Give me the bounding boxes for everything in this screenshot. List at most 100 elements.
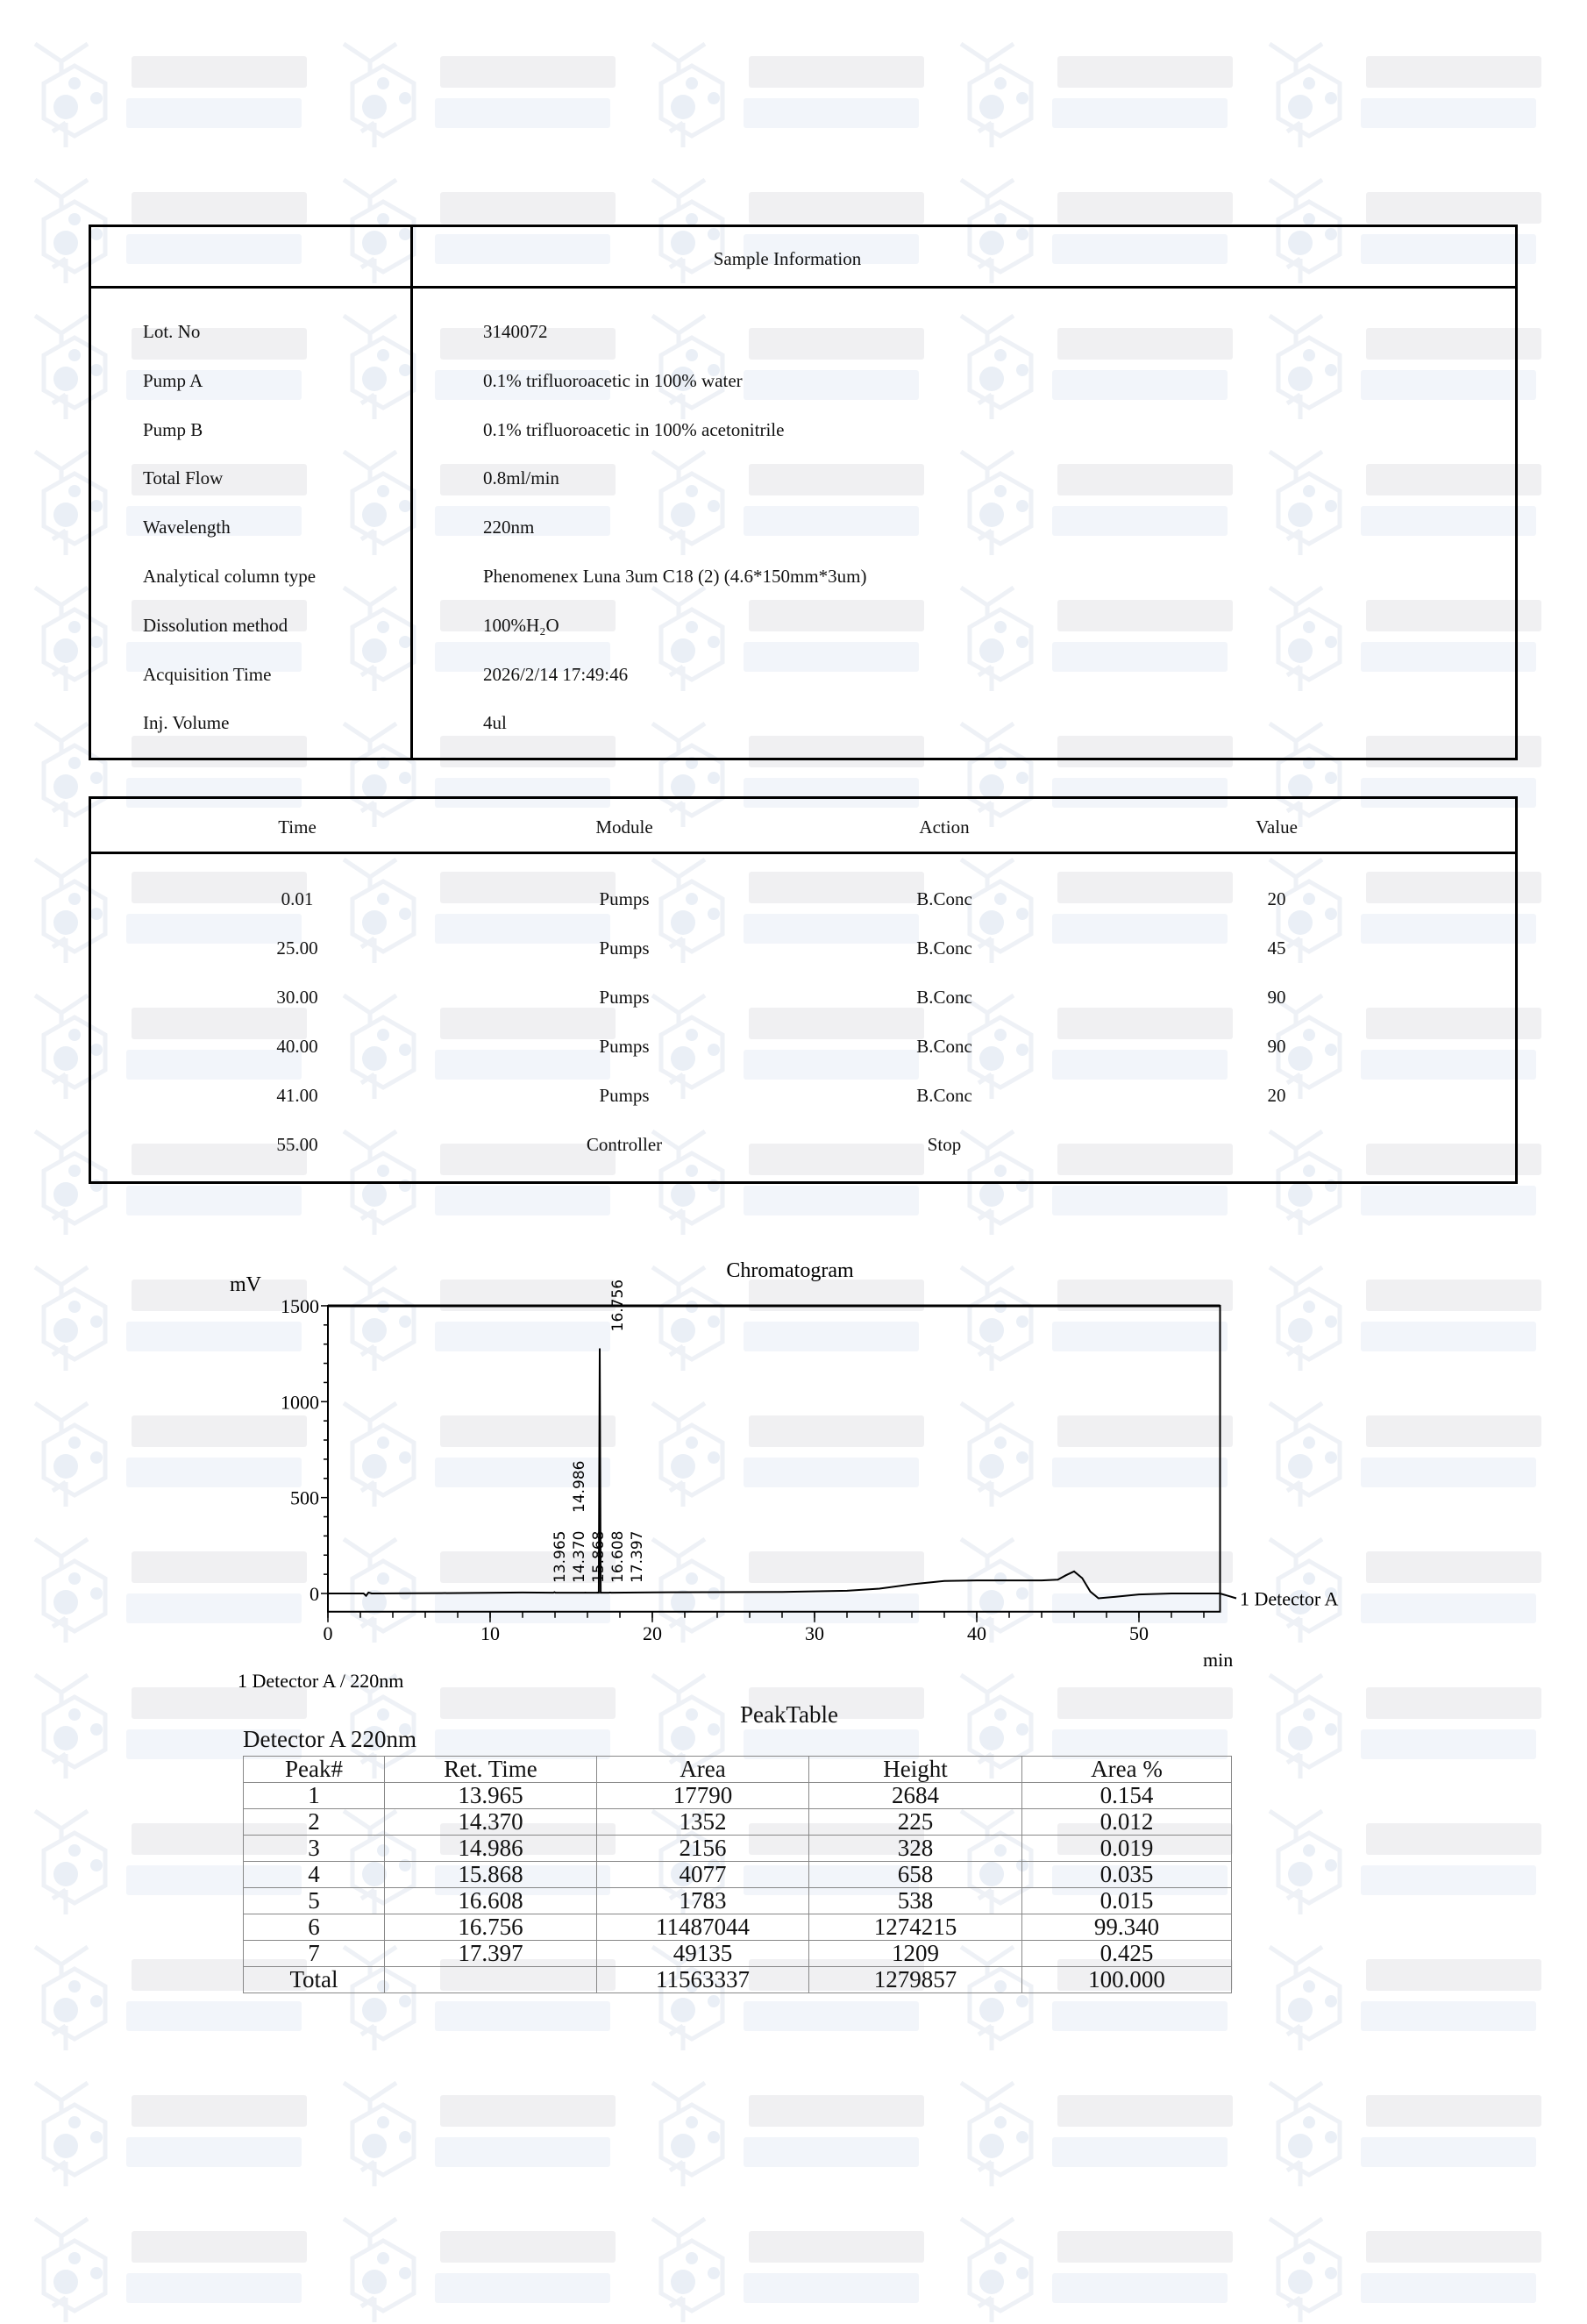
chromatogram-chart: Chromatogram mV 0 500 1000 1500 0 10 20 30 40 50 min… [230, 1259, 1339, 1692]
program-cell: 20 [1267, 1085, 1286, 1106]
program-header: Time [278, 816, 317, 838]
peak-table-cell: 1209 [808, 1940, 1022, 1967]
program-cell: Pumps [599, 1085, 650, 1106]
biotech-logo-icon [651, 2080, 924, 2186]
peak-table-cell: 1 [243, 1782, 385, 1809]
peak-table-cell: 5 [243, 1887, 385, 1914]
sample-info-label: Pump A [143, 369, 203, 391]
peak-table-cell: 0.154 [1021, 1782, 1232, 1809]
peak-table-row: 6 16.756 11487044 1274215 99.340 [243, 1914, 1232, 1941]
peak-table-cell: 658 [808, 1861, 1022, 1888]
program-cell: 40.00 [276, 1036, 318, 1057]
peak-table-cell: 328 [808, 1835, 1022, 1862]
biotech-logo-icon [651, 2216, 924, 2322]
peak-table-cell: 2684 [808, 1782, 1022, 1809]
sample-info-value: 0.1% trifluoroacetic in 100% acetonitril… [483, 418, 785, 440]
biotech-logo-icon [959, 2080, 1233, 2186]
peak-table-header-row: Peak# Ret. Time Area Height Area % [243, 1756, 1232, 1783]
program-header: Action [919, 816, 970, 838]
peak-table-cell: 0.425 [1021, 1940, 1232, 1967]
peak-table-cell: 49135 [596, 1940, 809, 1967]
peak-table-cell: 14.986 [384, 1835, 597, 1862]
peak-table-cell: 1352 [596, 1808, 809, 1836]
peak-table-cell: 0.019 [1021, 1835, 1232, 1862]
peak-table-subtitle: Detector A 220nm [243, 1726, 416, 1752]
program-cell: 20 [1267, 888, 1286, 909]
program-cell: 41.00 [276, 1085, 318, 1106]
peak-table-cell: 16.608 [384, 1887, 597, 1914]
peak-table-title: PeakTable [739, 1701, 839, 1728]
peak-label: 17.397 [629, 1531, 646, 1583]
biotech-logo-icon [342, 2080, 616, 2186]
x-tick-label: 10 [480, 1622, 500, 1644]
peak-label: 16.756 [609, 1280, 627, 1331]
peak-table-cell: 99.340 [1021, 1914, 1232, 1941]
program-cell: B.Conc [916, 1036, 972, 1057]
program-cell: 90 [1267, 987, 1286, 1008]
peak-label: 16.608 [609, 1531, 627, 1583]
watermark-tile [644, 2074, 942, 2188]
program-cell: Controller [586, 1134, 663, 1155]
y-tick-label: 0 [310, 1583, 319, 1605]
peak-table-cell: 6 [243, 1914, 385, 1941]
peak-table-total-cell: 1279857 [808, 1966, 1022, 1993]
peak-table-cell: 0.015 [1021, 1887, 1232, 1914]
program-cell: Pumps [599, 1036, 650, 1057]
watermark-tile [335, 35, 633, 149]
peak-table-row: 5 16.608 1783 538 0.015 [243, 1887, 1232, 1914]
peak-table-cell: 0.012 [1021, 1808, 1232, 1836]
sample-info-value: 4ul [483, 712, 507, 734]
x-tick-label: 30 [805, 1622, 824, 1644]
plot-frame [327, 1304, 1221, 1613]
peak-table-row: 3 14.986 2156 328 0.019 [243, 1835, 1232, 1862]
peak-table-cell: 7 [243, 1940, 385, 1967]
peak-label: 13.965 [552, 1531, 569, 1583]
peak-table-row: 1 13.965 17790 2684 0.154 [243, 1782, 1232, 1809]
peak-label: 14.370 [571, 1531, 588, 1583]
peak-table-cell: 16.756 [384, 1914, 597, 1941]
peak-table-header: Height [808, 1756, 1022, 1783]
peak-table-cell: 4 [243, 1861, 385, 1888]
program-header: Value [1256, 816, 1298, 838]
watermark-tile [335, 2210, 633, 2324]
watermark-tile [1261, 2210, 1559, 2324]
program-cell: Stop [927, 1134, 962, 1155]
peak-table-cell: 0.035 [1021, 1861, 1232, 1888]
peak-table-cell: 1783 [596, 1887, 809, 1914]
peak-table-cell: 2 [243, 1808, 385, 1836]
peak-table-total-cell: 100.000 [1021, 1966, 1232, 1993]
sample-info-label: Analytical column type [143, 566, 317, 587]
watermark-tile [952, 2074, 1250, 2188]
peak-table-total-cell [384, 1966, 597, 1993]
biotech-logo-icon [1268, 2080, 1541, 2186]
peak-table-row: 7 17.397 49135 1209 0.425 [243, 1940, 1232, 1967]
biotech-logo-icon [33, 41, 307, 147]
x-tick-label: 0 [324, 1622, 333, 1644]
biotech-logo-icon [1268, 1808, 1541, 1914]
chart-caption: 1 Detector A / 220nm [238, 1670, 403, 1692]
watermark-tile [952, 35, 1250, 149]
series-label: 1 Detector A [1240, 1587, 1339, 1609]
sample-info-value: 0.8ml/min [483, 467, 559, 489]
watermark-tile [26, 35, 324, 149]
watermark-tile [1261, 2074, 1559, 2188]
chromatogram-trace [328, 1348, 1237, 1600]
peak-table-total-cell: 11563337 [596, 1966, 809, 1993]
peak-label: 15.868 [590, 1531, 608, 1583]
peak-table-cell: 1274215 [808, 1914, 1022, 1941]
biotech-logo-icon [1268, 41, 1541, 147]
program-cell: B.Conc [916, 987, 972, 1008]
biotech-logo-icon [33, 2216, 307, 2322]
biotech-logo-icon [959, 41, 1233, 147]
watermark-tile [26, 2210, 324, 2324]
y-axis-label: mV [230, 1273, 262, 1296]
watermark-tile [644, 35, 942, 149]
program-cell: B.Conc [916, 1085, 972, 1106]
peak-table-row: 2 14.370 1352 225 0.012 [243, 1808, 1232, 1836]
peak-table-header: Area [596, 1756, 809, 1783]
peak-table-cell: 3 [243, 1835, 385, 1862]
biotech-logo-icon [33, 2080, 307, 2186]
peak-table-cell: 538 [808, 1887, 1022, 1914]
watermark-tile [335, 2074, 633, 2188]
peak-table-cell: 17790 [596, 1782, 809, 1809]
